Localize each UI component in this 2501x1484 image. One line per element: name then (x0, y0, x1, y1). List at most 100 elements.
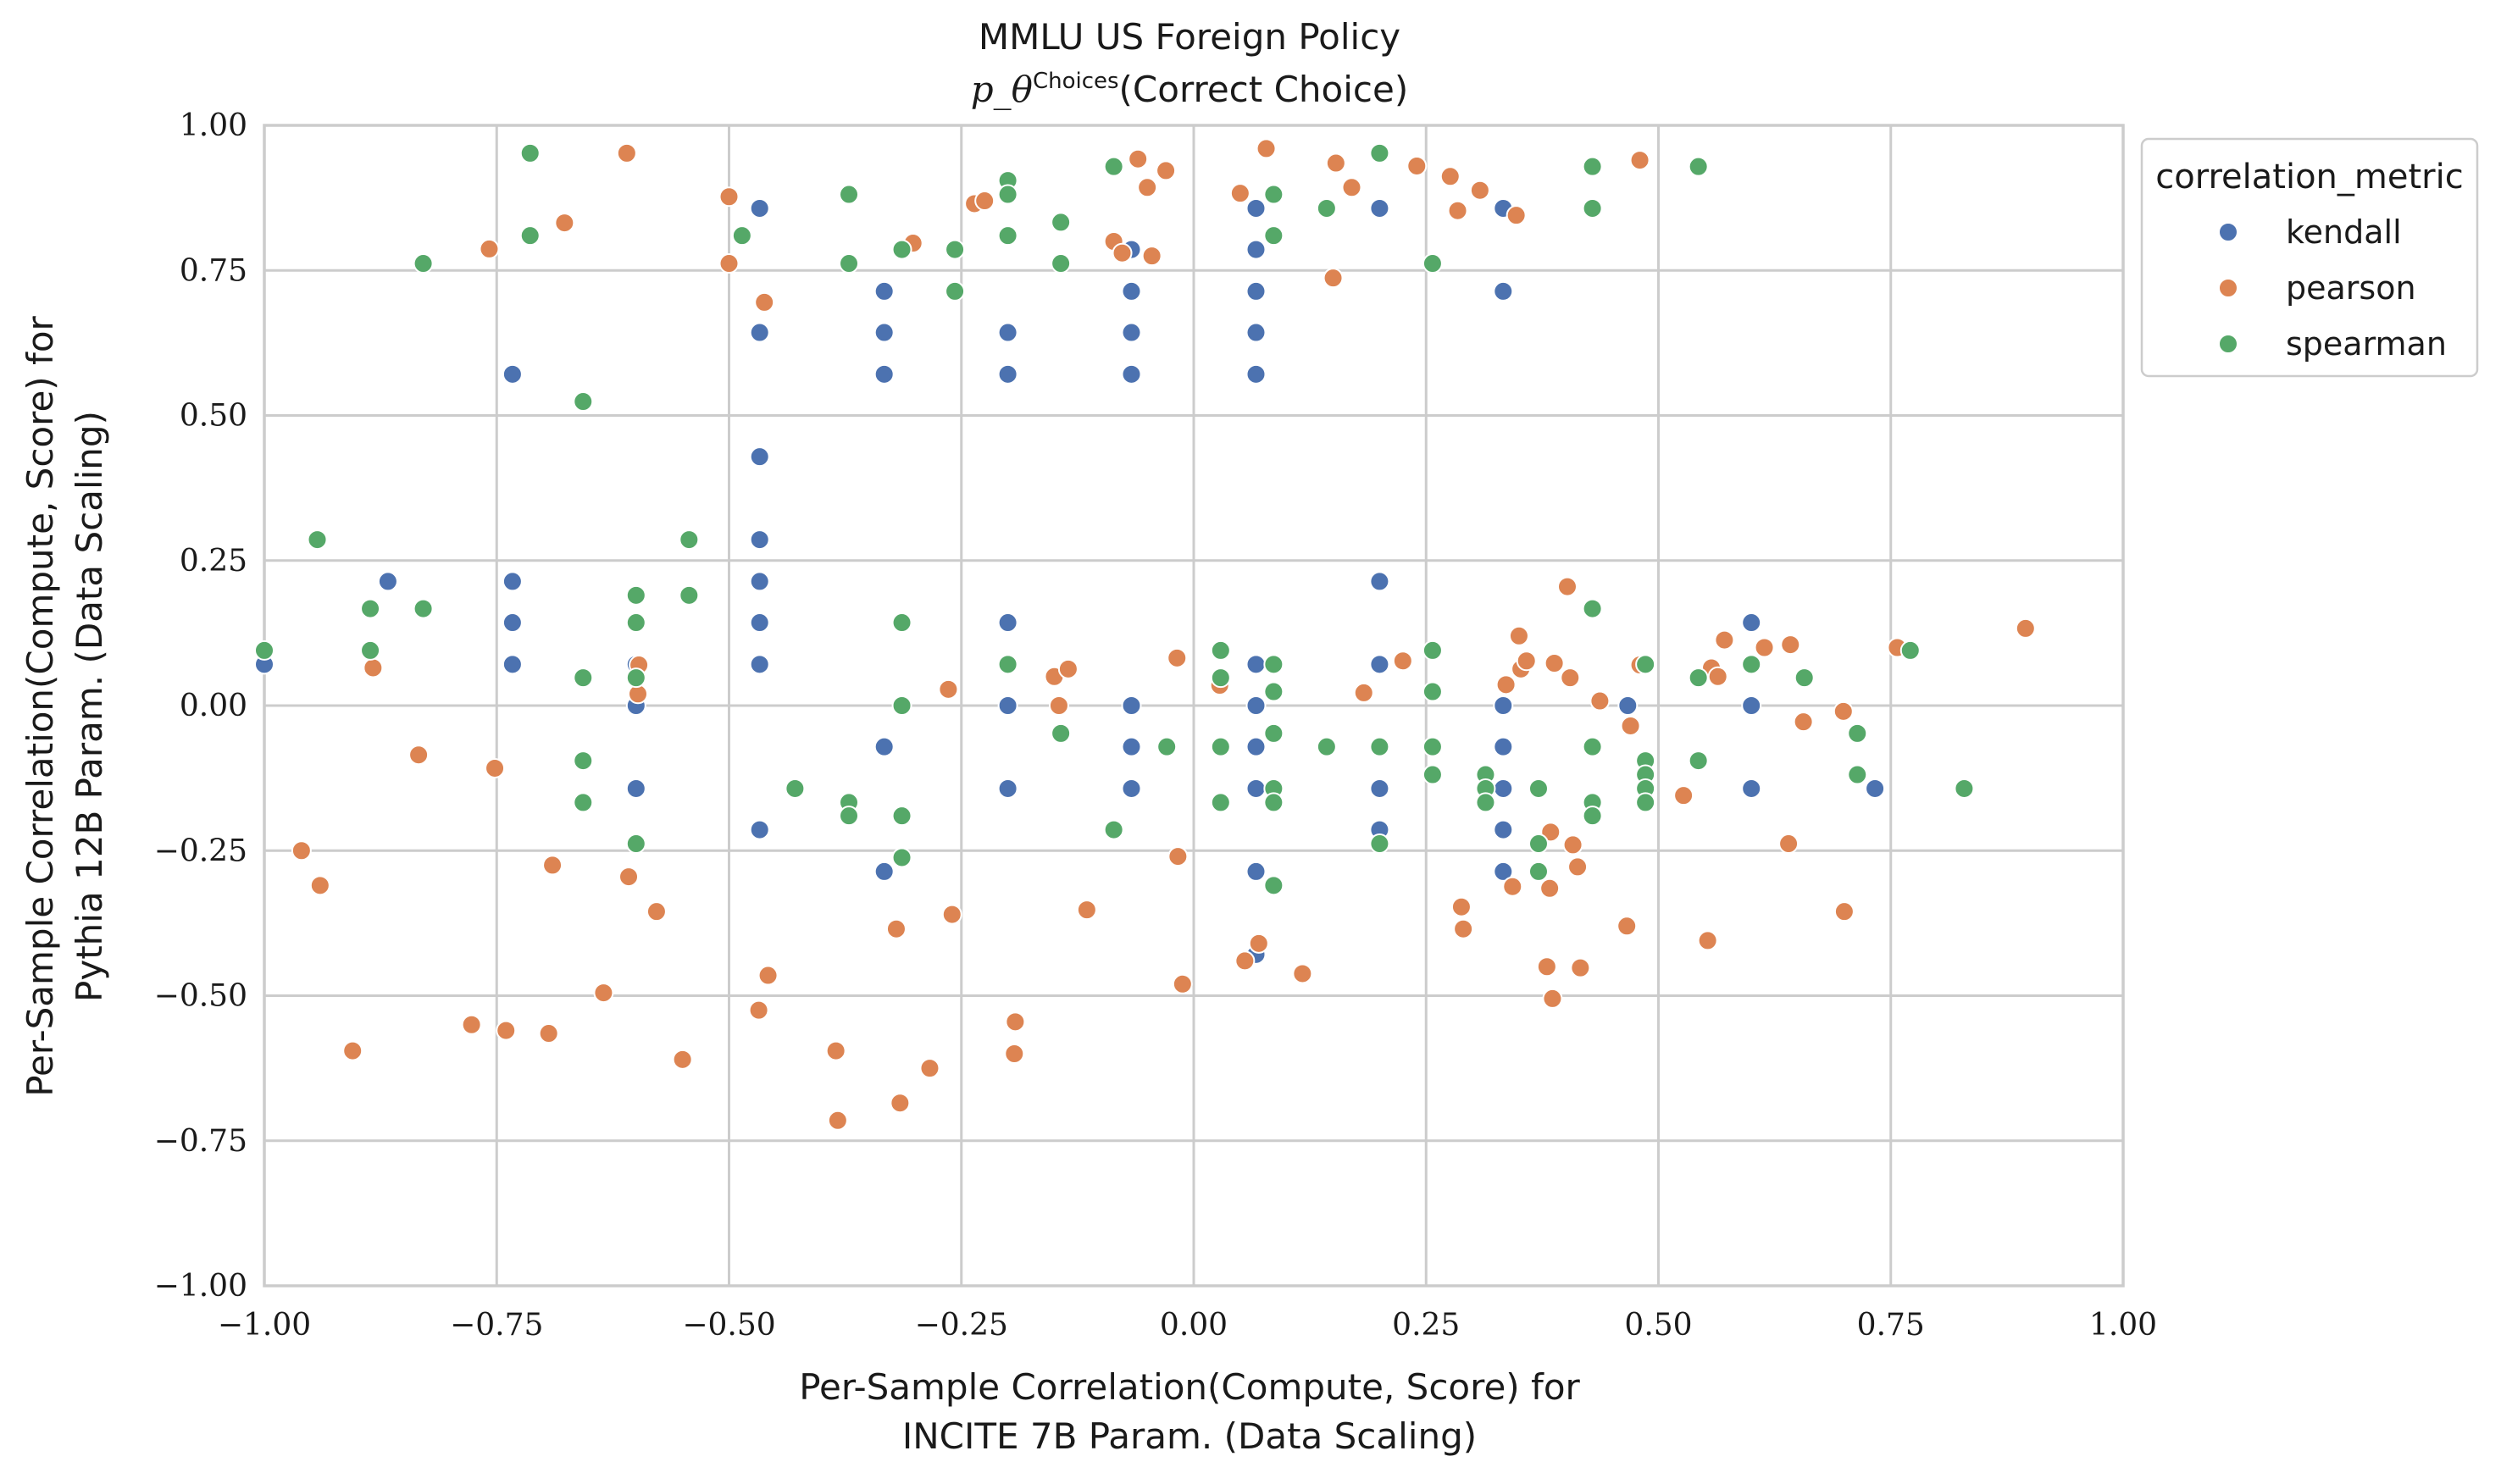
pearson-point (754, 291, 775, 313)
spearman-point (1263, 225, 1284, 246)
pearson-point (342, 1040, 363, 1061)
kendall-point (1493, 695, 1514, 716)
pearson-point (919, 1058, 940, 1079)
kendall-point (1741, 778, 1762, 799)
pearson-point (890, 1093, 911, 1114)
pearson-point (1570, 957, 1591, 978)
kendall-point (749, 819, 770, 840)
spearman-point (1475, 792, 1496, 813)
spearman-point (1582, 736, 1603, 757)
spearman-point (1582, 598, 1603, 619)
spearman-point (997, 184, 1018, 205)
kendall-point (873, 280, 895, 302)
pearson-point (1793, 712, 1814, 733)
kendall-point (1369, 778, 1390, 799)
spearman-point (1316, 197, 1337, 219)
kendall-point (1245, 778, 1267, 799)
spearman-point (307, 529, 328, 551)
legend-label-spearman: spearman (2286, 325, 2447, 363)
spearman-point (891, 612, 912, 634)
pearson-point (309, 875, 330, 896)
pearson-point (1234, 950, 1256, 972)
kendall-point (749, 529, 770, 551)
kendall-point (1121, 695, 1142, 716)
spearman-point (413, 253, 434, 274)
kendall-point (1121, 363, 1142, 385)
spearman-point (1316, 736, 1337, 757)
pearson-point (1714, 629, 1735, 651)
spearman-point (839, 806, 860, 827)
spearman-point (1263, 723, 1284, 744)
kendall-point (873, 322, 895, 343)
pearson-point (1673, 785, 1694, 806)
spearman-point (625, 667, 646, 689)
pearson-point (1167, 846, 1189, 867)
y-tick-label: −0.75 (154, 1124, 247, 1159)
pearson-point (1256, 138, 1277, 159)
spearman-point (1369, 736, 1390, 757)
y-axis-label-line1: Per-Sample Correlation(Compute, Score) f… (19, 315, 61, 1096)
spearman-point (1051, 723, 1072, 744)
spearman-point (573, 750, 594, 772)
spearman-point (1263, 654, 1284, 675)
kendall-point (1369, 571, 1390, 592)
pearson-point (461, 1014, 482, 1035)
pearson-point (1128, 148, 1149, 169)
y-tick-label: 0.50 (180, 399, 247, 434)
kendall-point (1245, 695, 1267, 716)
kendall-point (749, 654, 770, 675)
kendall-point (873, 736, 895, 757)
pearson-point (938, 678, 959, 700)
x-tick-label: −0.75 (450, 1308, 543, 1343)
spearman-point (1582, 806, 1603, 827)
pearson-point (1778, 833, 1800, 855)
spearman-point (679, 529, 700, 551)
spearman-point (1422, 681, 1443, 702)
spearman-point (891, 239, 912, 260)
legend-marker-pearson (2218, 278, 2238, 298)
y-axis-label-line2: Pythia 12B Param. (Data Scaling) (69, 411, 110, 1002)
chart-subtitle: p_θChoices(Correct Choice) (971, 69, 1408, 110)
spearman-point (1422, 764, 1443, 785)
spearman-point (1847, 723, 1868, 744)
pearson-point (618, 867, 640, 888)
pearson-point (1697, 930, 1718, 951)
pearson-point (1620, 715, 1641, 736)
data-points (254, 138, 2036, 1131)
subtitle-sup: Choices (1033, 69, 1119, 94)
kendall-point (1245, 736, 1267, 757)
legend-items: kendall pearson spearman (2218, 213, 2447, 363)
pearson-point (1057, 658, 1079, 679)
legend-box (2140, 137, 2479, 378)
spearman-point (1688, 667, 1709, 689)
pearson-point (1516, 651, 1537, 672)
kendall-point (997, 612, 1018, 634)
pearson-point (1589, 690, 1611, 712)
kendall-point (1245, 861, 1267, 882)
spearman-point (1688, 750, 1709, 772)
kendall-point (997, 363, 1018, 385)
pearson-point (554, 213, 575, 234)
pearson-point (1556, 576, 1578, 597)
pearson-point (1560, 667, 1581, 689)
y-tick-label: 0.25 (180, 544, 247, 579)
spearman-point (1635, 792, 1656, 813)
legend-marker-spearman (2218, 334, 2238, 354)
pearson-point (1508, 625, 1529, 646)
spearman-point (891, 806, 912, 827)
pearson-point (1325, 152, 1346, 174)
x-tick-label: −0.50 (682, 1308, 775, 1343)
pearson-point (1341, 177, 1362, 198)
kendall-point (502, 612, 523, 634)
spearman-point (1528, 861, 1549, 882)
pearson-point (1248, 933, 1269, 954)
spearman-point (1210, 640, 1231, 661)
pearson-point (757, 965, 779, 986)
x-tick-label: 0.00 (1160, 1308, 1228, 1343)
kendall-point (502, 654, 523, 675)
pearson-point (1076, 900, 1097, 921)
pearson-point (1004, 1044, 1025, 1064)
kendall-point (1493, 861, 1514, 882)
spearman-point (1210, 667, 1231, 689)
